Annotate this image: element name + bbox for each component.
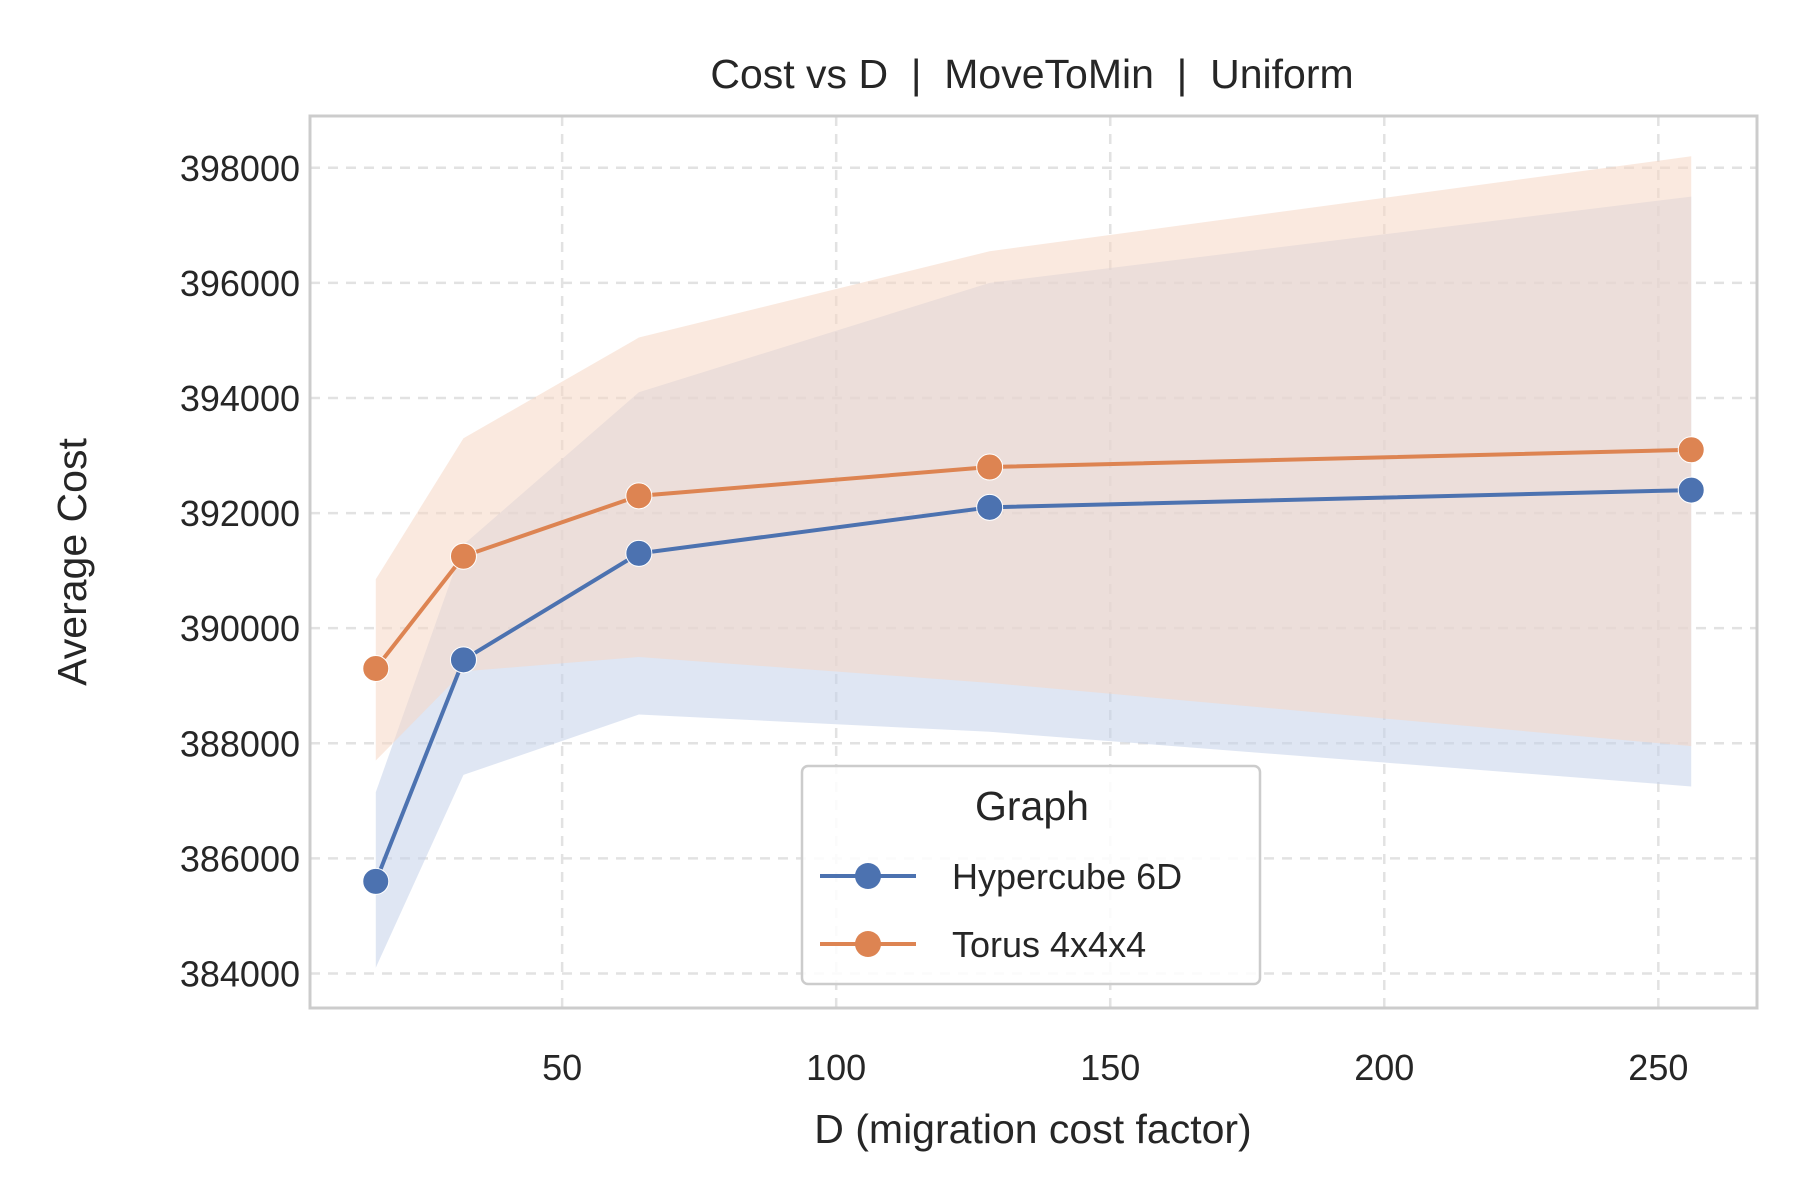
y-tick-label: 390000 xyxy=(180,608,300,649)
data-point xyxy=(1677,476,1705,504)
data-point xyxy=(1677,436,1705,464)
y-tick-label: 396000 xyxy=(180,263,300,304)
data-point xyxy=(976,493,1004,521)
confidence-band-1 xyxy=(375,156,1692,761)
data-point xyxy=(362,654,390,682)
x-tick-label: 100 xyxy=(806,1047,866,1088)
x-tick-label: 50 xyxy=(542,1047,582,1088)
legend-entry: Torus 4x4x4 xyxy=(820,924,1146,965)
legend-label: Hypercube 6D xyxy=(952,856,1182,897)
legend-label: Torus 4x4x4 xyxy=(952,924,1146,965)
data-point xyxy=(625,539,653,567)
x-tick-label: 200 xyxy=(1354,1047,1414,1088)
y-axis-ticks: 384000 386000 388000 390000 392000 394000 3960… xyxy=(180,148,300,995)
confidence-bands xyxy=(375,156,1692,968)
legend-marker xyxy=(855,931,881,957)
data-point xyxy=(362,867,390,895)
y-tick-label: 384000 xyxy=(180,953,300,994)
data-point xyxy=(976,453,1004,481)
y-axis-label: Average Cost xyxy=(49,438,95,686)
series-points xyxy=(362,436,1705,895)
y-tick-label: 398000 xyxy=(180,148,300,189)
legend-marker xyxy=(855,863,881,889)
x-axis-label: D (migration cost factor) xyxy=(814,1106,1251,1152)
legend-entry: Hypercube 6D xyxy=(820,856,1182,897)
y-tick-label: 394000 xyxy=(180,378,300,419)
y-tick-label: 386000 xyxy=(180,838,300,879)
legend-box xyxy=(800,764,1262,986)
x-tick-label: 150 xyxy=(1080,1047,1140,1088)
x-tick-label: 250 xyxy=(1628,1047,1688,1088)
y-tick-label: 392000 xyxy=(180,493,300,534)
data-point xyxy=(449,646,477,674)
x-axis-ticks: 50 100 150 200 250 xyxy=(542,1047,1688,1088)
y-tick-label: 388000 xyxy=(180,723,300,764)
legend: Graph Hypercube 6D Torus 4x4x4 xyxy=(800,764,1262,986)
data-point xyxy=(449,542,477,570)
data-point xyxy=(625,482,653,510)
plot-frame xyxy=(308,114,1759,1010)
chart-title: Cost vs D | MoveToMin | Uniform xyxy=(710,51,1353,97)
legend-title: Graph xyxy=(975,783,1089,829)
